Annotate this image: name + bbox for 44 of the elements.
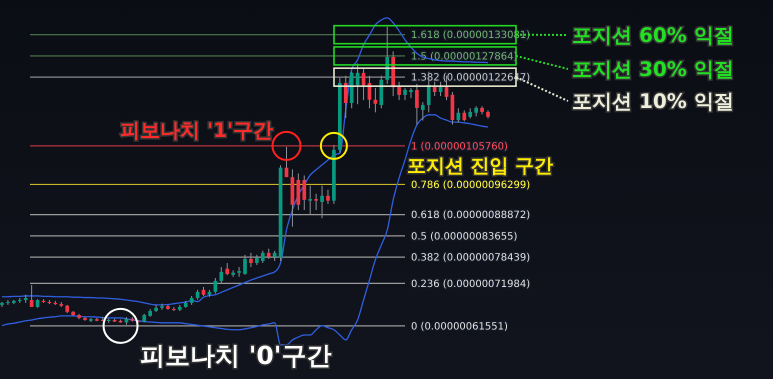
annotation: 피보나치 '0'구간 [140, 341, 332, 370]
candlestick [255, 254, 259, 266]
text: 포지션 30% 익절 [572, 57, 734, 81]
ref-line-label: 1 (0.00000105760) [411, 141, 508, 152]
text: 포지션 60% 익절 [572, 23, 734, 47]
candlestick [260, 250, 265, 264]
candlestick [302, 174, 306, 211]
candlestick [326, 189, 330, 204]
candlestick [320, 185, 324, 219]
ref-line-label: 0.236 (0.00000071984) [411, 278, 530, 290]
candlestick [266, 248, 271, 260]
candlestick [219, 266, 224, 284]
candlestick [237, 266, 241, 278]
annotation: 피보나치 '1'구간 [120, 118, 274, 142]
candlestick [462, 110, 466, 122]
candlestick [214, 278, 218, 294]
candlestick [474, 106, 478, 117]
candlestick [438, 81, 442, 97]
candlestick [409, 87, 413, 99]
candlestick [368, 75, 372, 109]
candlestick [468, 108, 472, 119]
ref-line-label: 0.786 (0.00000096299) [411, 180, 530, 191]
candlestick [374, 87, 378, 113]
candlestick [249, 252, 253, 268]
candlestick [196, 289, 200, 300]
text: 포지션 10% 익절 [572, 89, 734, 113]
ref-line-label: 0.618 (0.00000088872) [411, 210, 530, 222]
candlestick [356, 63, 360, 105]
candlestick [432, 81, 436, 97]
candlestick [415, 83, 419, 126]
candlestick [30, 284, 34, 308]
ref-line-label: 0.382 (0.00000078439) [411, 252, 530, 264]
candlestick [272, 250, 276, 262]
candlestick [397, 81, 401, 101]
candlestick [284, 146, 288, 178]
ref-line-label: 0 (0.00000061551) [411, 321, 508, 332]
candlestick [456, 108, 460, 124]
candlestick [420, 102, 425, 121]
annotation: 포지션 진입 구간 [407, 155, 554, 177]
candlestick [362, 67, 366, 101]
candlestick [403, 87, 407, 101]
ref-line-label: 0.5 (0.00000083655) [411, 231, 518, 242]
candlestick [243, 254, 247, 276]
candlestick [225, 262, 230, 276]
